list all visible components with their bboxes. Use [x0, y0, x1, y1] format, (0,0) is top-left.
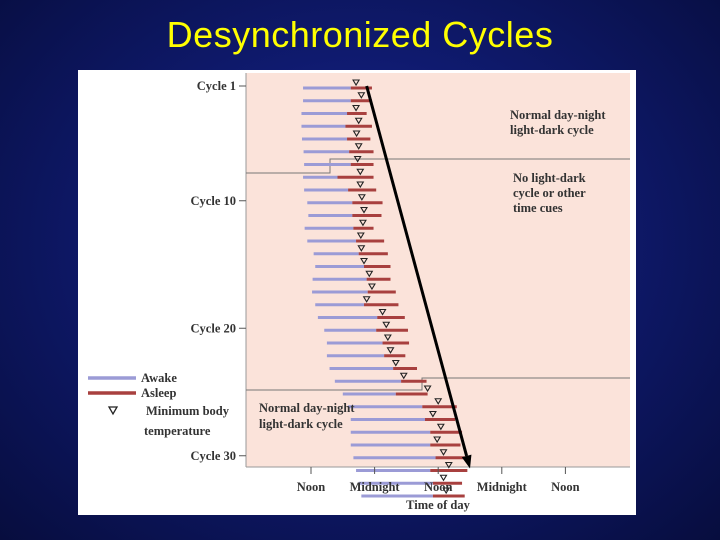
time-tick-label: Midnight — [350, 480, 401, 494]
time-ticks: Noon Midnight Noon Midnight Noon — [297, 467, 580, 494]
region-boundary-2 — [246, 377, 630, 391]
min-temp-marker — [434, 398, 443, 405]
cycle-tick-label: Cycle 30 — [191, 449, 236, 463]
min-temp-marker — [399, 372, 408, 380]
min-temp-marker — [356, 181, 365, 189]
x-axis-title: Time of day — [406, 498, 470, 512]
min-temp-marker — [360, 257, 368, 265]
min-temp-marker — [353, 155, 362, 163]
trend-arrowhead — [461, 454, 472, 469]
min-temp-marker — [352, 130, 361, 138]
min-temp-marker — [383, 334, 392, 342]
legend-marker-icon — [107, 406, 119, 416]
min-temp-marker — [433, 436, 442, 444]
time-tick-label: Noon — [297, 480, 326, 494]
cycle-tick-label: Cycle 10 — [191, 194, 236, 208]
cycle-ticks: Cycle 1 Cycle 10 Cycle 20 Cycle 30 — [191, 79, 246, 463]
region-label-3-line1: Normal day-night — [259, 401, 355, 415]
min-temp-marker — [362, 296, 371, 303]
region-label-2-line1: No light-dark — [513, 171, 586, 185]
min-temp-marker — [436, 423, 445, 431]
min-temp-marker — [358, 219, 367, 227]
region-label-1-line1: Normal day-night — [510, 108, 606, 122]
min-temp-marker — [386, 347, 395, 354]
min-temp-marker — [357, 194, 366, 201]
min-temp-marker — [423, 385, 432, 393]
min-temp-marker — [367, 283, 376, 291]
legend-awake-label: Awake — [141, 371, 177, 385]
region-label-2-line3: time cues — [513, 201, 563, 215]
cycle-tick-label: Cycle 1 — [197, 79, 236, 93]
min-temp-marker — [365, 270, 374, 278]
cycle-tick-label: Cycle 20 — [191, 321, 236, 335]
trend-arrow — [365, 85, 469, 457]
min-temp-marker — [354, 117, 363, 125]
min-temp-marker — [428, 410, 437, 418]
slide-title: Desynchronized Cycles — [166, 14, 554, 55]
min-temp-marker — [356, 168, 365, 176]
min-temp-marker — [444, 461, 453, 469]
time-tick-label: Noon — [551, 480, 580, 494]
legend-marker-label-line1: Minimum body — [146, 404, 230, 418]
min-temp-marker — [354, 143, 363, 150]
min-temp-marker — [378, 308, 387, 316]
min-temp-marker — [439, 474, 448, 482]
region-label-1-line2: light-dark cycle — [510, 123, 594, 137]
legend-asleep-label: Asleep — [141, 386, 176, 400]
region-label-2-line2: cycle or other — [513, 186, 586, 200]
min-temp-marker — [439, 449, 448, 456]
min-temp-marker — [352, 104, 361, 112]
min-temp-marker — [442, 487, 451, 495]
time-tick-label: Midnight — [477, 480, 528, 494]
region-label-3-line2: light-dark cycle — [259, 417, 343, 431]
min-temp-marker — [391, 359, 400, 367]
time-tick-label: Noon — [424, 480, 453, 494]
min-temp-marker — [356, 232, 365, 240]
min-temp-marker — [360, 206, 368, 214]
min-temp-marker — [357, 245, 366, 252]
min-temp-marker — [357, 92, 366, 99]
legend-marker-label-line2: temperature — [144, 424, 211, 438]
chart-figure: Normal day-night light-dark cycle No lig… — [78, 70, 636, 515]
min-temp-markers — [352, 79, 453, 495]
chart-svg: Normal day-night light-dark cycle No lig… — [88, 73, 630, 512]
raster-rows — [301, 86, 468, 498]
min-temp-marker — [352, 79, 361, 87]
min-temp-marker — [382, 321, 391, 329]
